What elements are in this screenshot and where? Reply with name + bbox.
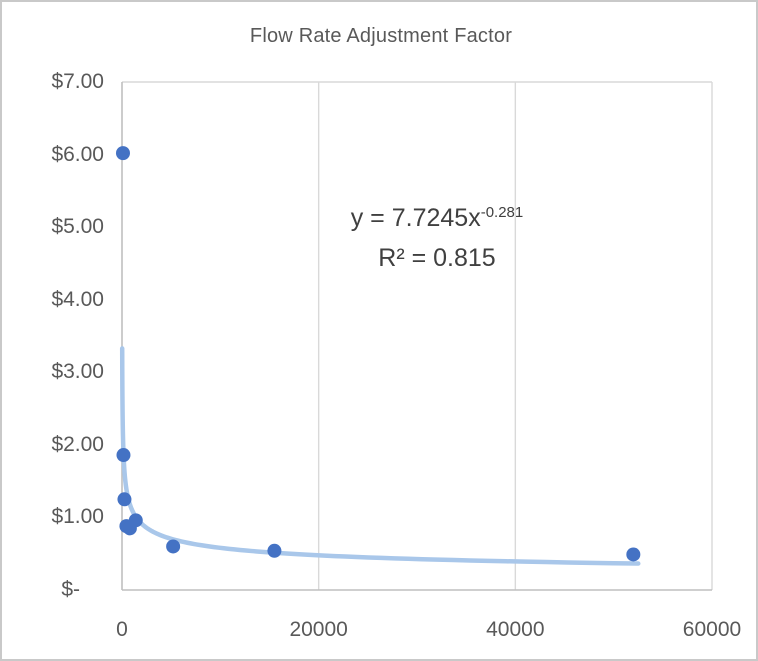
y-axis-tick-label: $- (61, 578, 80, 601)
y-axis-tick-label: $7.00 (51, 70, 104, 93)
equation-exponent: -0.281 (480, 204, 524, 221)
x-axis-tick-label: 40000 (486, 618, 545, 641)
y-axis-tick-label: $2.00 (51, 432, 104, 456)
data-point (128, 513, 143, 528)
data-point (166, 539, 181, 554)
data-point (626, 547, 641, 562)
x-axis-tick-label: 60000 (682, 618, 742, 641)
data-point (117, 492, 132, 507)
r-squared-label: R² = 0.815 (378, 244, 496, 272)
chart-title: Flow Rate Adjustment Factor (249, 25, 513, 47)
trendline-equation: y = 7.7245x-0.281 R² = 0.815 (272, 193, 602, 278)
data-point (116, 448, 131, 463)
data-point (115, 146, 130, 161)
power-trendline (119, 346, 641, 566)
y-axis-tick-label: $6.00 (51, 142, 104, 166)
equation-base: y = 7.7245x (350, 204, 481, 232)
y-axis-tick-label: $4.00 (51, 287, 104, 311)
y-axis-tick-label: $5.00 (51, 215, 104, 239)
x-axis-tick-label: 20000 (289, 618, 348, 641)
data-point (267, 543, 282, 558)
x-axis-tick-label: 0 (116, 618, 128, 641)
y-axis-tick-label: $3.00 (51, 360, 104, 384)
y-axis-tick-label: $1.00 (51, 505, 104, 529)
trendline-equation-line: y = 7.7245x-0.281 (272, 193, 602, 238)
